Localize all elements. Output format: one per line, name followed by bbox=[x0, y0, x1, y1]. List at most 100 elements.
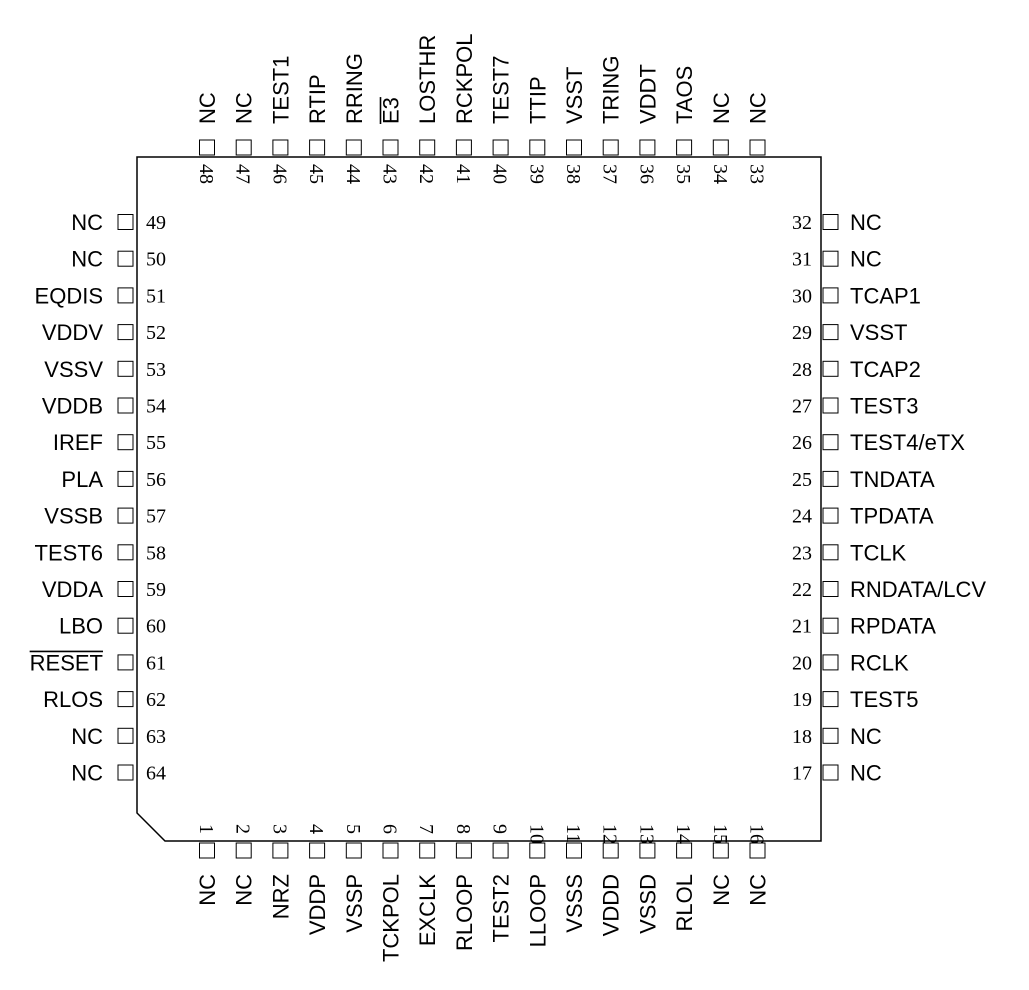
pin-23-pad bbox=[822, 544, 839, 561]
pin-23-label-tclk: TCLK bbox=[850, 540, 907, 565]
pin-42-pad bbox=[419, 139, 436, 156]
pin-46-pad bbox=[272, 139, 289, 156]
pin-61-pad bbox=[117, 654, 134, 671]
pin-54-number: 54 bbox=[146, 396, 166, 418]
pin-14-number: 14 bbox=[672, 824, 694, 844]
pin-58-number: 58 bbox=[146, 542, 166, 564]
pin-18-number: 18 bbox=[792, 726, 812, 748]
pin-54-label-vddb: VDDB bbox=[42, 394, 103, 419]
pin-56-pad bbox=[117, 470, 134, 487]
pin-59-pad bbox=[117, 581, 134, 597]
pin-40-pad bbox=[492, 139, 509, 156]
pin-60-pad bbox=[117, 617, 134, 634]
pin-39-label-ttip: TTIP bbox=[525, 76, 550, 124]
pin-45-number: 45 bbox=[305, 164, 327, 184]
pin-11-label-vsss: VSSS bbox=[562, 874, 587, 933]
pin-15-pad bbox=[712, 842, 729, 859]
pin-21-label-rpdata: RPDATA bbox=[850, 614, 936, 639]
pin-51-pad bbox=[117, 287, 134, 304]
pin-4-number: 4 bbox=[305, 824, 327, 834]
pin-58-label-test6: TEST6 bbox=[35, 540, 103, 565]
pin-36-number: 36 bbox=[635, 164, 657, 184]
pin-32-pad bbox=[822, 214, 839, 230]
pin-42-number: 42 bbox=[415, 164, 437, 184]
pin-7-number: 7 bbox=[415, 824, 437, 834]
pin-26-number: 26 bbox=[792, 432, 812, 454]
pin-21-number: 21 bbox=[792, 616, 812, 638]
pin-29-label-vsst: VSST bbox=[850, 320, 907, 345]
pin-47-pad bbox=[235, 139, 252, 156]
pin-10-pad bbox=[529, 842, 546, 859]
pin-40-label-test7: TEST7 bbox=[489, 56, 514, 124]
pin-7-label-exclk: EXCLK bbox=[415, 874, 440, 946]
pin-28-number: 28 bbox=[792, 359, 812, 381]
pin-26-pad bbox=[822, 434, 839, 451]
pin-46-number: 46 bbox=[268, 164, 290, 184]
pin-8-number: 8 bbox=[452, 824, 474, 834]
pin-18-pad bbox=[822, 727, 839, 744]
pin-48-label-nc: NC bbox=[195, 92, 220, 124]
pin-5-number: 5 bbox=[342, 824, 364, 834]
pin-32-number: 32 bbox=[792, 212, 812, 234]
pin-12-number: 12 bbox=[599, 824, 621, 844]
pin-61-label-reset: RESET bbox=[30, 650, 103, 675]
pin-19-pad bbox=[822, 691, 839, 708]
pin-13-label-vssd: VSSD bbox=[635, 874, 660, 934]
pin-11-number: 11 bbox=[562, 824, 584, 843]
pin-8-pad bbox=[455, 842, 472, 859]
pin-43-pad bbox=[382, 139, 399, 156]
pin-53-pad bbox=[117, 360, 134, 377]
pin-56-number: 56 bbox=[146, 469, 166, 491]
pin-18-label-nc: NC bbox=[850, 724, 882, 749]
pin-38-pad bbox=[566, 139, 582, 156]
pin-22-pad bbox=[822, 581, 839, 597]
pin-47-number: 47 bbox=[232, 164, 254, 184]
pin-44-number: 44 bbox=[342, 164, 364, 184]
pin-1-label-nc: NC bbox=[195, 874, 220, 906]
pin-37-label-tring: TRING bbox=[599, 56, 624, 124]
pin-60-label-lbo: LBO bbox=[59, 614, 103, 639]
pin-63-pad bbox=[117, 727, 134, 744]
pin-8-label-rloop: RLOOP bbox=[452, 874, 477, 951]
pin-35-label-taos: TAOS bbox=[672, 66, 697, 124]
pin-1-pad bbox=[199, 842, 215, 859]
pin-16-label-nc: NC bbox=[746, 874, 771, 906]
pin-14-label-rlol: RLOL bbox=[672, 874, 697, 931]
pin-2-pad bbox=[235, 842, 252, 859]
pin-17-number: 17 bbox=[792, 763, 812, 785]
pin-51-label-eqdis: EQDIS bbox=[35, 283, 103, 308]
pin-57-label-vssb: VSSB bbox=[44, 504, 103, 529]
pin-48-pad bbox=[199, 139, 215, 156]
pin-29-number: 29 bbox=[792, 322, 812, 344]
pin-27-label-test3: TEST3 bbox=[850, 394, 918, 419]
pin-41-label-rckpol: RCKPOL bbox=[452, 34, 477, 124]
pin-37-number: 37 bbox=[599, 164, 621, 184]
pin-39-number: 39 bbox=[525, 164, 547, 184]
pin-9-pad bbox=[492, 842, 509, 859]
pin-36-pad bbox=[639, 139, 656, 156]
pin-44-label-rring: RRING bbox=[342, 53, 367, 124]
pin-33-label-nc: NC bbox=[746, 92, 771, 124]
pin-4-label-vddp: VDDP bbox=[305, 874, 330, 935]
pin-19-label-test5: TEST5 bbox=[850, 687, 918, 712]
pin-58-pad bbox=[117, 544, 134, 561]
pin-25-label-tndata: TNDATA bbox=[850, 467, 935, 492]
pin-50-number: 50 bbox=[146, 249, 166, 271]
pin-31-number: 31 bbox=[792, 249, 812, 271]
pin-24-pad bbox=[822, 507, 839, 524]
pin-55-number: 55 bbox=[146, 432, 166, 454]
pin-57-pad bbox=[117, 507, 134, 524]
pin-59-label-vdda: VDDA bbox=[42, 577, 103, 602]
pin-11-pad bbox=[566, 842, 582, 859]
pin-42-label-losthr: LOSTHR bbox=[415, 35, 440, 124]
pin-31-pad bbox=[822, 250, 839, 267]
pin-15-number: 15 bbox=[709, 824, 731, 844]
pin-53-number: 53 bbox=[146, 359, 166, 381]
pin-27-pad bbox=[822, 397, 839, 414]
pin-6-label-tckpol: TCKPOL bbox=[379, 874, 404, 962]
pin-31-label-nc: NC bbox=[850, 247, 882, 272]
pin-2-label-nc: NC bbox=[232, 874, 257, 906]
pin-10-label-lloop: LLOOP bbox=[525, 874, 550, 947]
pin-24-number: 24 bbox=[792, 506, 812, 528]
